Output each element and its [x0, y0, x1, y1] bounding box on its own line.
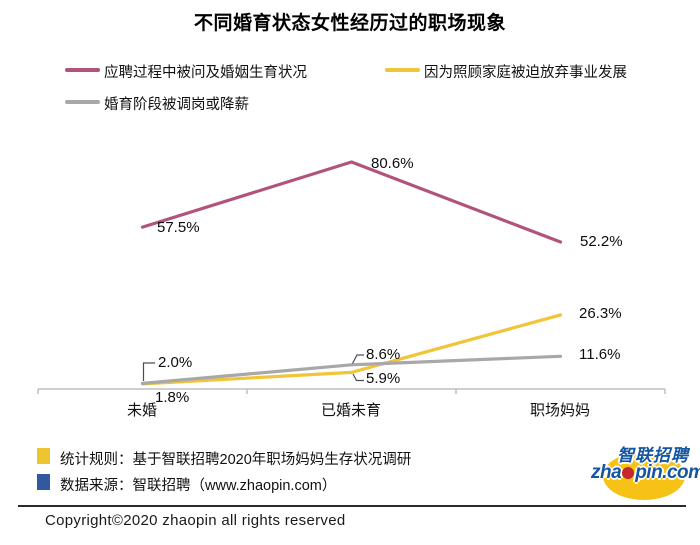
logo-red-dot-icon [622, 467, 635, 479]
footer-note-statistics: 统计规则：基于智联招聘2020年职场妈妈生存状况调研 [60, 452, 412, 468]
data-label-married-interview: 80.6% [371, 155, 414, 172]
logo-domain-text: zha pin.com [591, 462, 700, 484]
data-label-married-demotion: 8.6% [366, 346, 401, 363]
zhaopin-logo: 智联招聘 zha pin.com [590, 441, 700, 503]
copyright-text: Copyright©2020 zhaopin all rights reserv… [45, 512, 346, 529]
data-label-unmarried-family: 1.8% [155, 389, 190, 406]
x-category-working-mother: 职场妈妈 [529, 402, 590, 419]
data-label-mother-demotion: 11.6% [579, 346, 621, 363]
data-label-mother-family: 26.3% [579, 305, 622, 322]
data-label-unmarried-interview: 57.5% [157, 219, 200, 236]
series-line [140, 313, 563, 386]
data-label-married-family: 5.9% [366, 370, 401, 387]
footer-note-source: 数据来源：智联招聘（www.zhaopin.com） [60, 478, 337, 494]
note-square-blue [37, 474, 50, 490]
data-series-lines [140, 160, 563, 386]
x-axis-ticks [37, 389, 666, 394]
legend-swatch-demotion-line [65, 100, 100, 104]
legend-label-demotion: 婚育阶段被调岗或降薪 [104, 97, 249, 113]
legend-label-interview: 应聘过程中被问及婚姻生育状况 [104, 65, 307, 81]
x-category-unmarried: 未婚 [126, 402, 157, 419]
data-label-mother-interview: 52.2% [580, 233, 623, 250]
logo-domain-pre: zha [591, 462, 622, 483]
x-category-married-no-child: 已婚未育 [320, 402, 381, 419]
legend-swatch-family-line [385, 68, 420, 72]
footer-divider [18, 505, 686, 507]
logo-ellipse [603, 452, 685, 500]
legend-label-family: 因为照顾家庭被迫放弃事业发展 [424, 65, 627, 81]
series-line [140, 354, 563, 385]
legend-swatch-interview-line [65, 68, 100, 72]
series-line [140, 160, 563, 244]
logo-domain-post: pin.com [635, 462, 700, 483]
line-chart [37, 160, 666, 394]
callout-leader-lines [142, 354, 364, 382]
logo-chinese-text: 智联招聘 [617, 446, 689, 465]
data-label-unmarried-demotion: 2.0% [158, 354, 193, 371]
page-title: 不同婚育状态女性经历过的职场现象 [193, 13, 506, 34]
note-square-yellow [37, 448, 50, 464]
